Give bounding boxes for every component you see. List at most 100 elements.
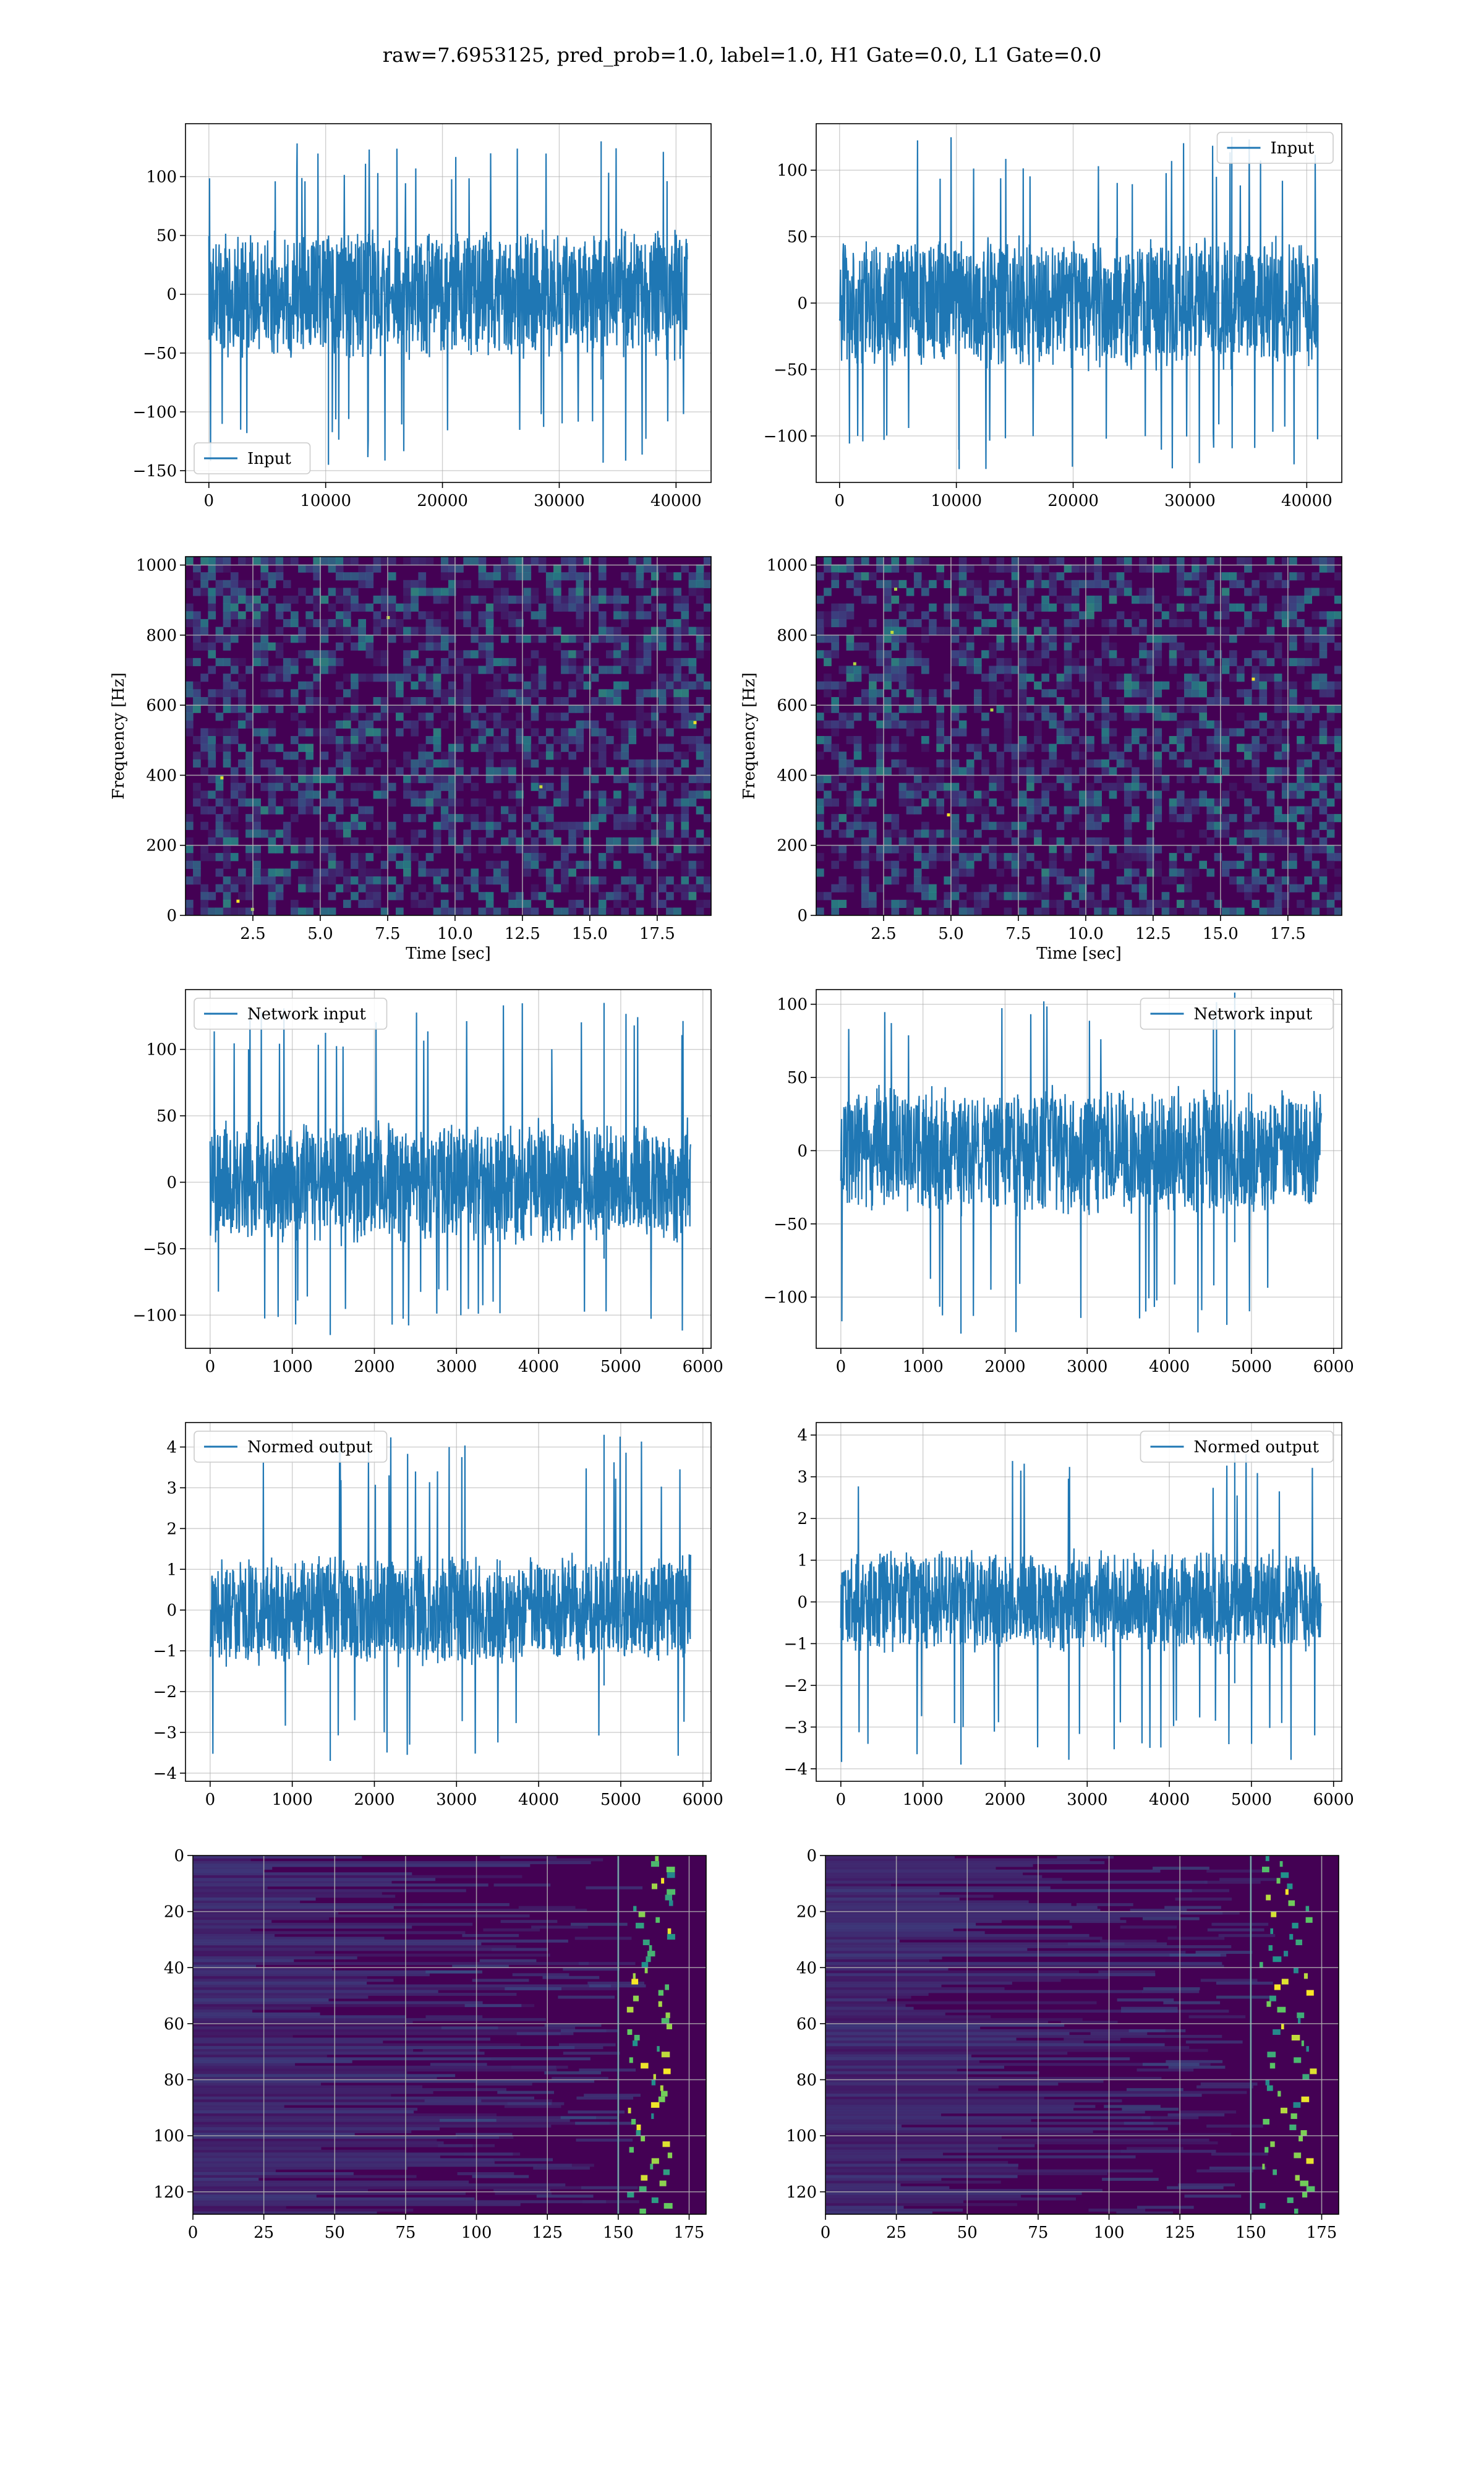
- line-trace: [840, 1452, 1322, 1765]
- tick-label-x: 0: [205, 1358, 216, 1376]
- tick-label-y: 60: [164, 2015, 184, 2034]
- axes-frame: [816, 989, 1342, 1349]
- tick-label-x: 12.5: [505, 925, 540, 943]
- tick-label-x: 12.5: [1135, 925, 1171, 943]
- axes-frame: [816, 556, 1342, 916]
- tick-label-y: 100: [153, 2127, 184, 2146]
- series-line-r4c1: [209, 1434, 691, 1761]
- tick-label-x: 3000: [436, 1791, 477, 1809]
- tick-label-x: 6000: [1313, 1358, 1354, 1376]
- tick-label-y: 0: [797, 907, 808, 925]
- tick-label-x: 100: [461, 2224, 492, 2242]
- series-line-r3c1: [209, 1003, 691, 1335]
- tick-label-y: 0: [166, 1601, 177, 1620]
- tick-label-x: 4000: [1149, 1358, 1190, 1376]
- tick-label-y: 60: [796, 2015, 817, 2034]
- series-line-r1c2: [838, 137, 1319, 469]
- legend-label: Input: [1271, 139, 1315, 158]
- tick-label-x: 2000: [984, 1791, 1025, 1809]
- legend-label: Input: [247, 450, 291, 468]
- tick-label-y: 1000: [767, 557, 808, 575]
- tick-label-y: 600: [777, 696, 808, 715]
- tick-label-y: 0: [166, 1173, 177, 1192]
- subplot-r5c1: 0 25 50 75 100 125 150 175 0 20 40 60 80 100 120: [153, 1847, 707, 2242]
- tick-label-x: 5.0: [938, 925, 963, 943]
- tick-label-y: 50: [156, 227, 177, 246]
- tick-label-y: 20: [164, 1903, 184, 1922]
- line-trace: [840, 992, 1322, 1334]
- tick-label-x: 1000: [272, 1791, 313, 1809]
- tick-label-y: 120: [153, 2183, 184, 2202]
- tick-label-x: 3000: [1067, 1358, 1107, 1376]
- tick-label-x: 175: [674, 2224, 705, 2242]
- tick-label-x: 30000: [534, 492, 585, 510]
- tick-label-x: 15.0: [1203, 925, 1239, 943]
- tick-label-x: 10.0: [1068, 925, 1104, 943]
- tick-label-x: 6000: [1313, 1791, 1354, 1809]
- line-trace: [208, 141, 688, 465]
- subplot-r3c2: 0 1000 2000 3000 4000 5000 6000 −100 −50 0 50 100 Ne…: [764, 989, 1354, 1376]
- tick-label-y: 600: [146, 696, 177, 715]
- tick-label-x: 4000: [1149, 1791, 1190, 1809]
- legend: Normed output: [194, 1431, 388, 1463]
- axes-frame: [192, 1855, 707, 2215]
- tick-label-y: 2: [166, 1520, 177, 1538]
- tick-label-y: 200: [777, 837, 808, 855]
- heatmap-r5c2: [825, 1856, 1339, 2214]
- legend: Input: [194, 442, 311, 474]
- series-line-r4c2: [840, 1452, 1322, 1765]
- tick-label-x: 125: [532, 2224, 563, 2242]
- series-line-r1c1: [208, 141, 688, 465]
- tick-label-x: 5000: [1231, 1791, 1272, 1809]
- tick-label-y: 1000: [136, 557, 177, 575]
- axes-frame: [185, 556, 712, 916]
- tick-label-y: −100: [133, 1306, 177, 1325]
- tick-label-x: 0: [836, 1791, 846, 1809]
- tick-label-y: −2: [153, 1683, 177, 1701]
- tick-label-x: 2000: [354, 1358, 394, 1376]
- tick-label-y: 120: [786, 2183, 817, 2202]
- tick-label-y: 100: [777, 161, 808, 180]
- tick-label-y: −150: [133, 462, 177, 481]
- legend: Network input: [194, 998, 388, 1030]
- tick-label-x: 1000: [903, 1358, 944, 1376]
- tick-label-y: −100: [764, 1288, 808, 1307]
- tick-label-x: 150: [1235, 2224, 1266, 2242]
- axes-frame: [185, 989, 712, 1349]
- tick-label-x: 7.5: [1005, 925, 1031, 943]
- tick-label-y: 400: [146, 766, 177, 785]
- line-trace: [209, 1003, 691, 1335]
- line-trace: [838, 137, 1319, 469]
- tick-label-x: 2.5: [240, 925, 265, 943]
- tick-label-x: 17.5: [1270, 925, 1306, 943]
- tick-label-y: −3: [153, 1724, 177, 1742]
- tick-label-x: 6000: [683, 1791, 723, 1809]
- heatmap-r2c2: [816, 557, 1342, 915]
- tick-label-y: −50: [774, 1215, 808, 1234]
- tick-label-y: 40: [796, 1959, 817, 1977]
- tick-label-y: 0: [797, 1142, 808, 1160]
- tick-label-x: 75: [1028, 2224, 1048, 2242]
- tick-label-y: −1: [153, 1642, 177, 1661]
- legend: Network input: [1140, 998, 1334, 1030]
- tick-label-x: 10000: [931, 492, 982, 510]
- legend-label: Network input: [247, 1005, 366, 1024]
- subplot-r2c2: 2.5 5.0 7.5 10.0 12.5 15.0 17.5 0 200 400 600 800 10…: [740, 556, 1342, 963]
- tick-label-x: 2.5: [871, 925, 896, 943]
- tick-label-x: 150: [603, 2224, 634, 2242]
- subplot-r4c1: 0 1000 2000 3000 4000 5000 6000 −4 −3 −2 −1 0 1 2 3 4 No…: [153, 1422, 723, 1809]
- axes-frame: [185, 1422, 712, 1782]
- tick-label-y: 50: [787, 1069, 808, 1087]
- tick-label-y: −1: [784, 1635, 808, 1653]
- tick-label-x: 4000: [518, 1791, 559, 1809]
- tick-label-x: 175: [1307, 2224, 1337, 2242]
- tick-label-y: 3: [797, 1468, 808, 1487]
- tick-label-x: 25: [886, 2224, 906, 2242]
- x-axis-label: Time [sec]: [406, 944, 491, 963]
- tick-label-y: 100: [777, 996, 808, 1014]
- tick-label-y: 800: [777, 627, 808, 645]
- tick-label-x: 1000: [272, 1358, 313, 1376]
- tick-label-x: 20000: [1047, 492, 1099, 510]
- legend: Normed output: [1140, 1431, 1334, 1463]
- tick-label-y: 80: [796, 2071, 817, 2090]
